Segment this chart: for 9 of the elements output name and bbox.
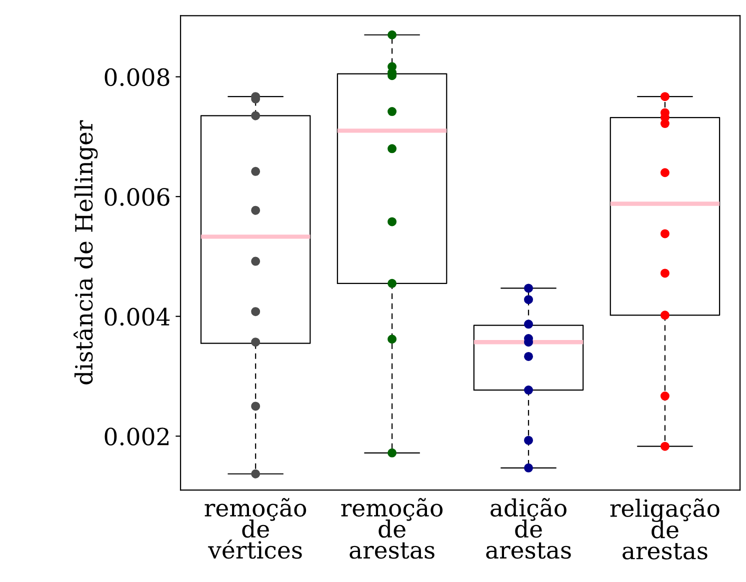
x-tick-label: remoção de vértices xyxy=(204,498,306,559)
y-tick-label: 0.006 xyxy=(104,188,170,206)
x-tick-label: adição de arestas xyxy=(486,498,571,559)
y-tick-label: 0.008 xyxy=(104,68,170,86)
x-tick-label: remoção de arestas xyxy=(341,498,443,559)
y-tick-label: 0.002 xyxy=(104,428,168,446)
x-tick-label: religação de arestas xyxy=(610,498,720,560)
y-axis-title: distância de Hellinger xyxy=(74,120,98,384)
y-tick-label: 0.004 xyxy=(104,308,170,326)
